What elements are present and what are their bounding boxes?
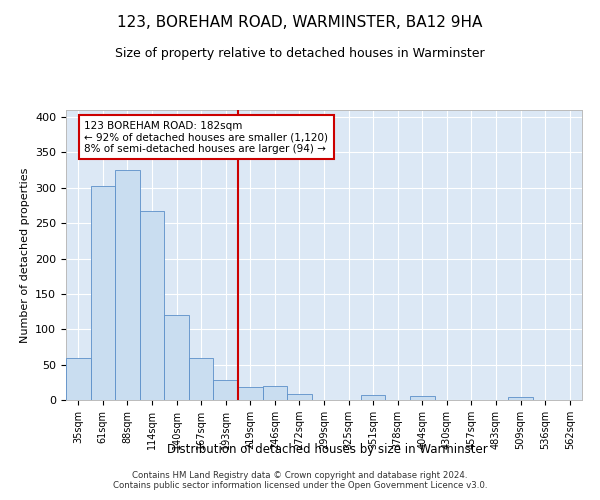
Bar — [164, 315, 189, 400]
Text: 123 BOREHAM ROAD: 182sqm
← 92% of detached houses are smaller (1,120)
8% of semi: 123 BOREHAM ROAD: 182sqm ← 92% of detach… — [85, 120, 328, 154]
Bar — [66, 358, 91, 400]
Text: 123, BOREHAM ROAD, WARMINSTER, BA12 9HA: 123, BOREHAM ROAD, WARMINSTER, BA12 9HA — [118, 15, 482, 30]
Bar — [91, 186, 115, 400]
Bar — [361, 395, 385, 400]
Text: Size of property relative to detached houses in Warminster: Size of property relative to detached ho… — [115, 48, 485, 60]
Bar — [238, 386, 263, 400]
Bar — [508, 397, 533, 400]
Bar — [287, 394, 312, 400]
Bar — [214, 380, 238, 400]
Bar — [140, 211, 164, 400]
Bar — [263, 386, 287, 400]
Bar — [410, 396, 434, 400]
Text: Contains HM Land Registry data © Crown copyright and database right 2024.
Contai: Contains HM Land Registry data © Crown c… — [113, 470, 487, 490]
Bar — [115, 170, 140, 400]
Bar — [189, 358, 214, 400]
Y-axis label: Number of detached properties: Number of detached properties — [20, 168, 29, 342]
Text: Distribution of detached houses by size in Warminster: Distribution of detached houses by size … — [167, 442, 487, 456]
